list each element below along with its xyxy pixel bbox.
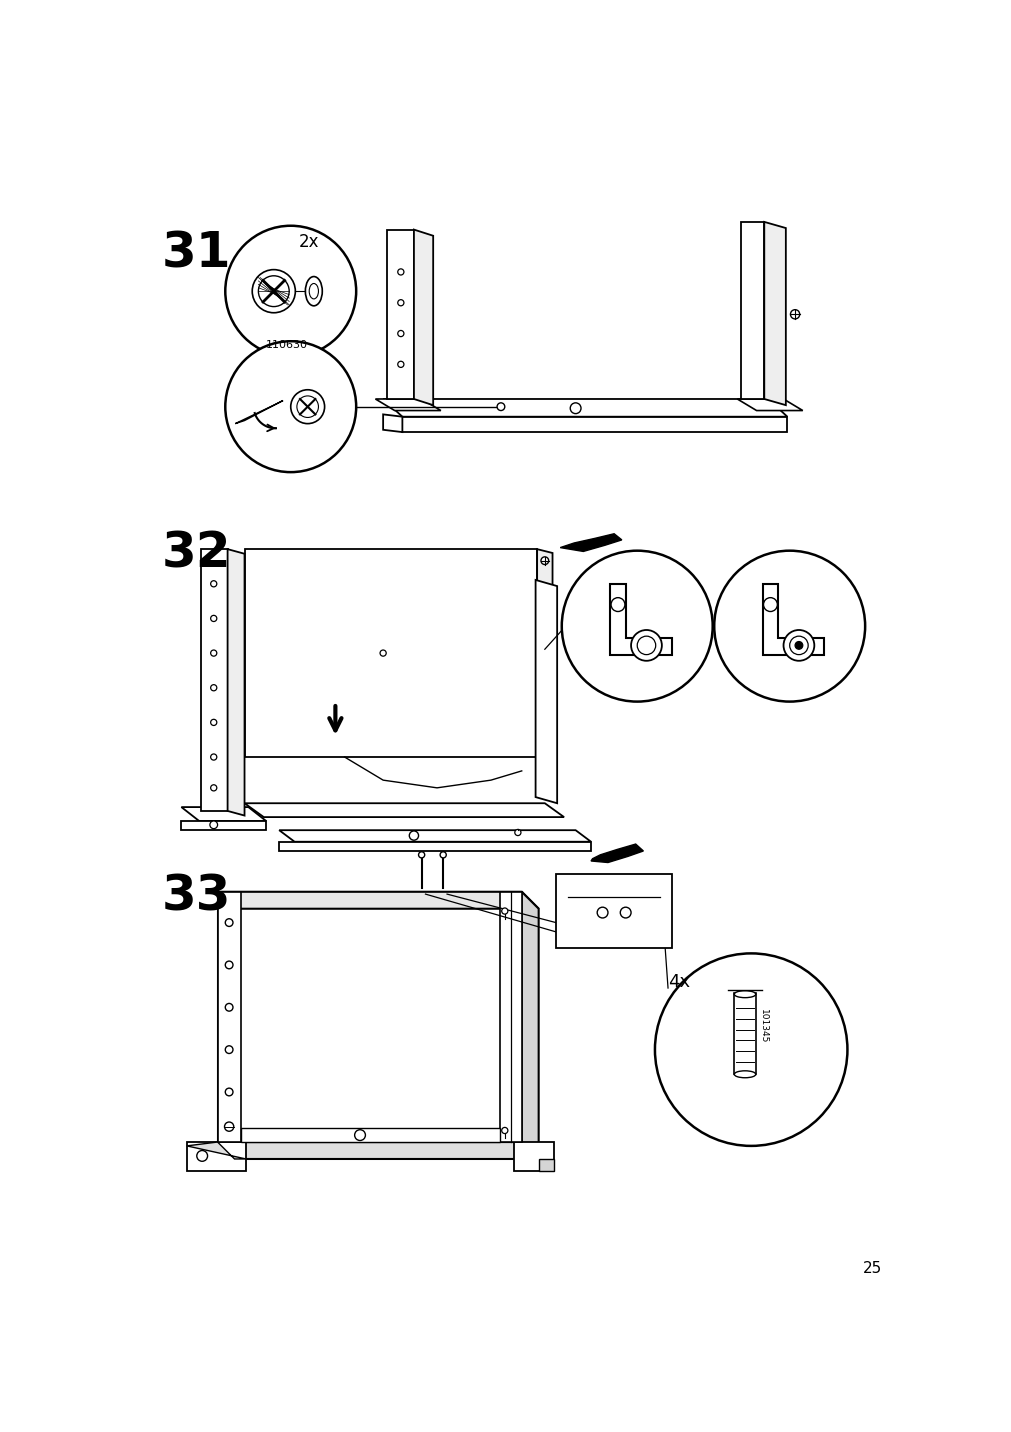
Circle shape [225, 226, 356, 357]
Circle shape [225, 1088, 233, 1095]
Circle shape [440, 852, 446, 858]
Ellipse shape [309, 284, 318, 299]
Circle shape [419, 852, 425, 858]
Circle shape [561, 551, 712, 702]
Text: 4x: 4x [667, 972, 690, 991]
Polygon shape [227, 548, 245, 816]
Circle shape [397, 269, 403, 275]
Circle shape [210, 719, 216, 726]
Circle shape [783, 630, 814, 660]
Polygon shape [740, 222, 763, 400]
Circle shape [210, 616, 216, 621]
Circle shape [714, 551, 864, 702]
Polygon shape [402, 417, 787, 432]
Polygon shape [763, 222, 786, 405]
Polygon shape [187, 1143, 246, 1171]
Ellipse shape [305, 276, 321, 306]
Polygon shape [187, 1143, 246, 1158]
Circle shape [789, 636, 808, 654]
Circle shape [501, 1127, 508, 1134]
Circle shape [225, 919, 233, 927]
Polygon shape [535, 580, 557, 803]
Text: 2x: 2x [298, 233, 318, 252]
Circle shape [354, 1130, 365, 1140]
Circle shape [496, 402, 504, 411]
Text: 101345: 101345 [758, 1010, 767, 1044]
Polygon shape [235, 401, 283, 424]
Polygon shape [590, 843, 643, 862]
Circle shape [541, 557, 548, 564]
Circle shape [408, 831, 419, 841]
Polygon shape [610, 584, 671, 656]
Polygon shape [386, 229, 413, 400]
Circle shape [290, 390, 325, 424]
Polygon shape [279, 831, 590, 842]
Polygon shape [514, 1143, 554, 1171]
Circle shape [501, 908, 508, 914]
Circle shape [762, 597, 776, 611]
Polygon shape [737, 400, 802, 411]
Circle shape [380, 650, 386, 656]
Circle shape [397, 299, 403, 306]
Circle shape [569, 402, 580, 414]
Polygon shape [181, 808, 266, 821]
Circle shape [620, 908, 631, 918]
Bar [556, 874, 671, 948]
Circle shape [397, 331, 403, 337]
Circle shape [210, 684, 216, 690]
Polygon shape [279, 842, 590, 851]
Polygon shape [181, 821, 266, 831]
Circle shape [252, 269, 295, 312]
Polygon shape [375, 400, 441, 411]
Text: 33: 33 [161, 872, 231, 921]
Circle shape [637, 636, 655, 654]
Circle shape [397, 361, 403, 368]
Polygon shape [538, 1158, 554, 1171]
Text: 31: 31 [161, 229, 231, 278]
Polygon shape [762, 584, 824, 656]
Circle shape [210, 755, 216, 760]
Polygon shape [200, 548, 227, 811]
Text: 110630: 110630 [266, 339, 307, 349]
Polygon shape [245, 548, 537, 758]
Circle shape [296, 395, 318, 418]
Circle shape [596, 908, 608, 918]
Polygon shape [413, 229, 433, 405]
Polygon shape [499, 892, 522, 1143]
Circle shape [210, 581, 216, 587]
Polygon shape [217, 892, 538, 909]
Bar [734, 994, 755, 1074]
Polygon shape [217, 892, 241, 1143]
Circle shape [224, 1123, 234, 1131]
Polygon shape [383, 400, 787, 417]
Polygon shape [217, 1143, 538, 1158]
Polygon shape [383, 414, 402, 432]
Circle shape [210, 650, 216, 656]
Circle shape [654, 954, 846, 1146]
Polygon shape [522, 892, 538, 1158]
Circle shape [611, 597, 624, 611]
Circle shape [631, 630, 661, 660]
Circle shape [225, 1004, 233, 1011]
Circle shape [210, 785, 216, 790]
Polygon shape [537, 548, 552, 760]
Ellipse shape [734, 991, 755, 998]
Polygon shape [245, 803, 563, 818]
Text: 25: 25 [862, 1262, 882, 1276]
Polygon shape [560, 534, 621, 551]
Circle shape [225, 341, 356, 473]
Circle shape [790, 309, 799, 319]
Circle shape [515, 829, 521, 836]
Circle shape [795, 642, 802, 649]
Text: 32: 32 [161, 530, 231, 579]
Polygon shape [217, 892, 522, 1143]
Circle shape [258, 276, 289, 306]
Ellipse shape [734, 1071, 755, 1078]
Polygon shape [241, 1128, 499, 1143]
Circle shape [225, 961, 233, 969]
Circle shape [196, 1150, 207, 1161]
Circle shape [209, 821, 217, 829]
Circle shape [225, 1045, 233, 1054]
